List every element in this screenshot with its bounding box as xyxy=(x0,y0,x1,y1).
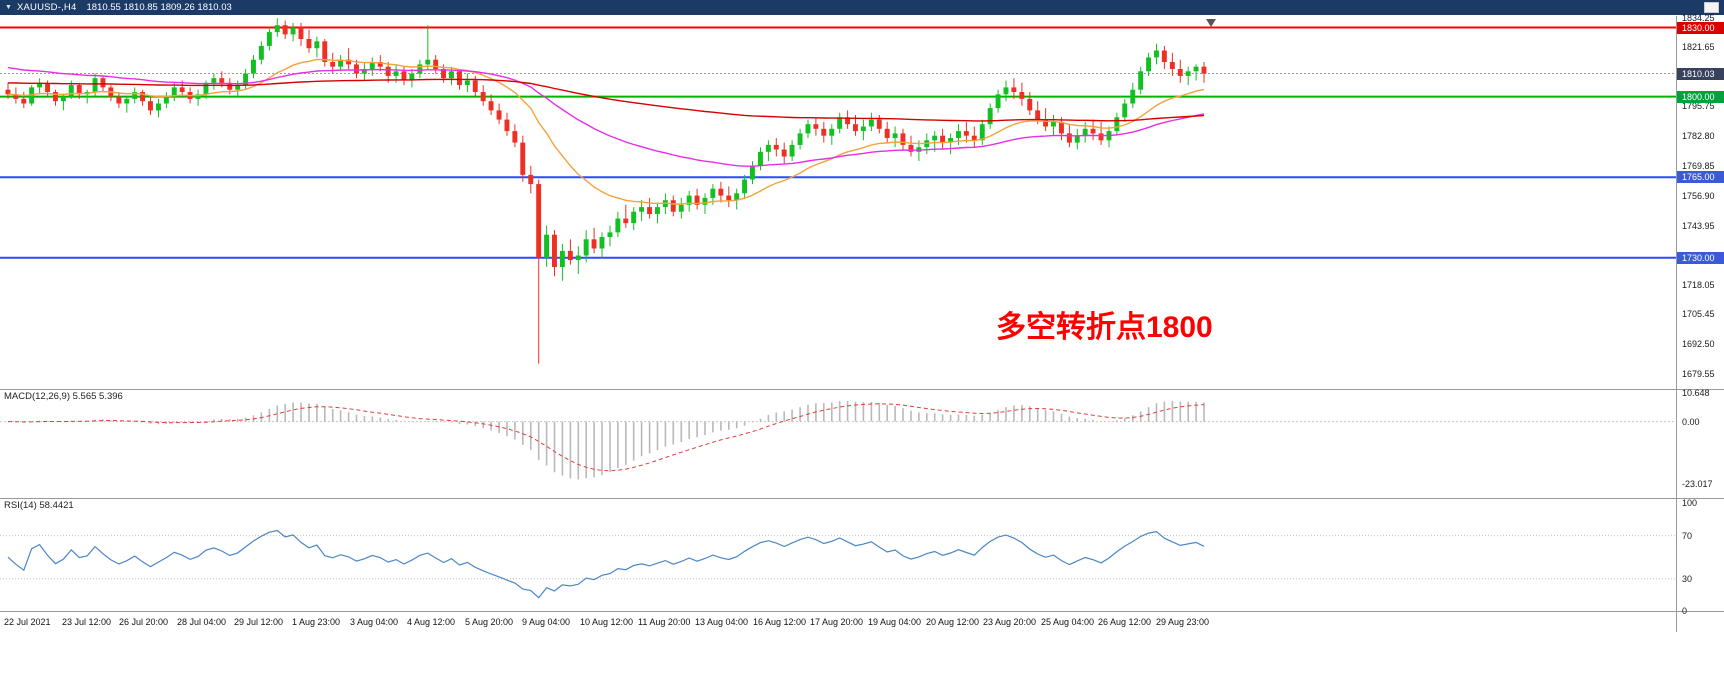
price-scale-label: 1795.75 xyxy=(1682,101,1715,112)
time-axis-label: 29 Jul 12:00 xyxy=(234,617,284,627)
chart-area: MACD(12,26,9) 5.565 5.396 RSI(14) 58.442… xyxy=(0,16,1676,612)
symbol-timeframe-label: XAUUSD-,H4 xyxy=(16,2,77,13)
time-axis-label: 13 Aug 04:00 xyxy=(695,617,749,627)
time-axis-label: 5 Aug 20:00 xyxy=(465,617,514,627)
time-axis-label: 4 Aug 12:00 xyxy=(407,617,456,627)
price-scale-label: 1821.65 xyxy=(1682,41,1715,52)
price-badge: 1800.00 xyxy=(1677,90,1724,103)
panel-separator[interactable] xyxy=(0,389,1724,390)
price-scale-label: 1782.80 xyxy=(1682,131,1715,142)
time-axis-label: 17 Aug 20:00 xyxy=(810,617,864,627)
price-badge: 1810.03 xyxy=(1677,67,1724,80)
symbol-dropdown-icon[interactable]: ▼ xyxy=(5,4,12,11)
time-axis-label: 16 Aug 12:00 xyxy=(753,617,807,627)
price-scale-border xyxy=(1676,16,1677,632)
chart-titlebar: ▼ XAUUSD-,H4 1810.55 1810.85 1809.26 181… xyxy=(0,0,1724,15)
rsi-panel-svg[interactable] xyxy=(0,499,1676,611)
price-scale[interactable]: 1834.25 1821.65 1795.75 1782.80 1769.85 1756.… xyxy=(1677,12,1724,616)
macd-scale-label: -23.017 xyxy=(1682,478,1713,489)
titlebar-corner-icon[interactable] xyxy=(1704,2,1719,13)
time-axis-label: 1 Aug 23:00 xyxy=(292,617,341,627)
macd-indicator-label: MACD(12,26,9) 5.565 5.396 xyxy=(4,391,123,402)
time-axis-label: 9 Aug 04:00 xyxy=(522,617,571,627)
time-axis-label: 29 Aug 23:00 xyxy=(1156,617,1210,627)
price-badge: 1765.00 xyxy=(1677,171,1724,184)
rsi-scale-label: 30 xyxy=(1682,573,1693,584)
time-axis-label: 23 Jul 12:00 xyxy=(62,617,112,627)
rsi-indicator-label: RSI(14) 58.4421 xyxy=(4,500,74,511)
macd-scale-label: 10.648 xyxy=(1682,387,1710,398)
time-axis-label: 20 Aug 12:00 xyxy=(926,617,980,627)
time-axis[interactable]: 22 Jul 2021 23 Jul 12:00 26 Jul 20:00 28 Ju… xyxy=(0,613,1676,633)
chart-shift-marker-icon xyxy=(1206,19,1216,27)
rsi-scale-label: 70 xyxy=(1682,530,1693,541)
time-axis-label: 25 Aug 04:00 xyxy=(1041,617,1095,627)
price-scale-label: 1769.85 xyxy=(1682,161,1715,171)
time-axis-label: 11 Aug 20:00 xyxy=(638,617,691,627)
time-axis-label: 19 Aug 04:00 xyxy=(868,617,922,627)
price-scale-label: 1743.95 xyxy=(1682,220,1715,231)
price-badge: 1730.00 xyxy=(1677,251,1724,264)
ohlc-values-label: 1810.55 1810.85 1809.26 1810.03 xyxy=(86,2,232,13)
rsi-scale-label: 0 xyxy=(1682,606,1688,616)
macd-scale-label: 0.00 xyxy=(1682,416,1700,427)
time-axis-label: 26 Aug 12:00 xyxy=(1098,617,1152,627)
price-scale-label: 1834.25 xyxy=(1682,12,1715,23)
price-badge: 1830.00 xyxy=(1677,21,1724,34)
time-axis-label: 22 Jul 2021 xyxy=(4,617,51,627)
panel-separator[interactable] xyxy=(0,611,1724,612)
price-scale-label: 1718.05 xyxy=(1682,280,1715,291)
panel-separator[interactable] xyxy=(0,498,1724,499)
trend-annotation-text: 多空转折点1800 xyxy=(996,311,1213,344)
time-axis-label: 23 Aug 20:00 xyxy=(983,617,1037,627)
main-chart-svg[interactable] xyxy=(0,16,1676,389)
time-axis-label: 28 Jul 04:00 xyxy=(177,617,227,627)
time-axis-label: 3 Aug 04:00 xyxy=(350,617,399,627)
price-scale-label: 1756.90 xyxy=(1682,190,1715,201)
price-scale-label: 1692.50 xyxy=(1682,339,1715,350)
price-scale-label: 1679.55 xyxy=(1682,368,1715,379)
rsi-scale-label: 100 xyxy=(1682,498,1698,509)
macd-panel-svg[interactable] xyxy=(0,390,1676,498)
time-axis-label: 26 Jul 20:00 xyxy=(119,617,169,627)
price-scale-label: 1705.45 xyxy=(1682,309,1715,320)
time-axis-label: 10 Aug 12:00 xyxy=(580,617,634,627)
